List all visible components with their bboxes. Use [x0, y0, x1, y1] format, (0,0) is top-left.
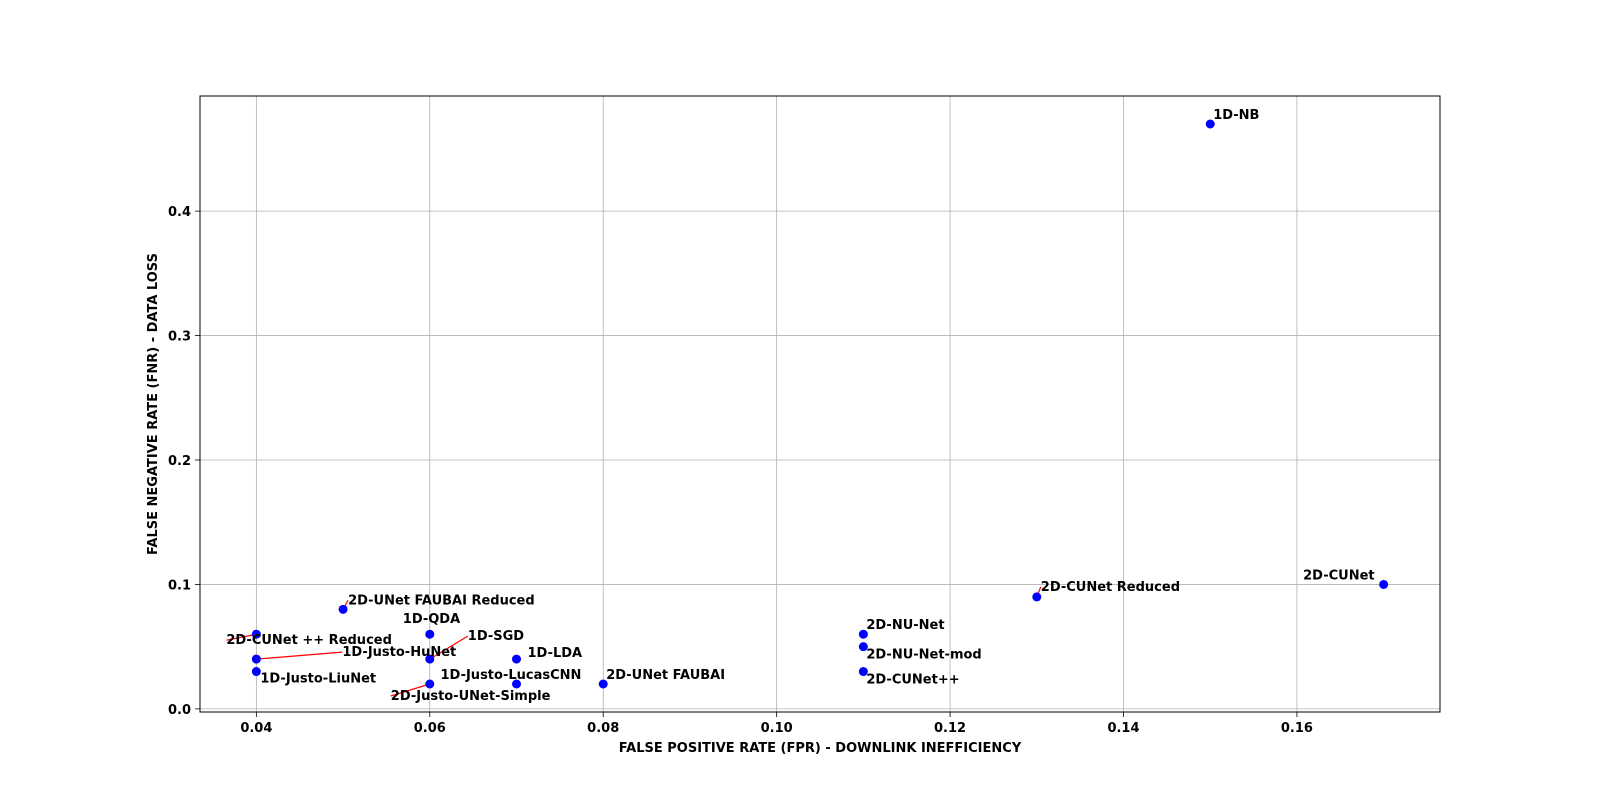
point-label: 2D-UNet FAUBAI	[606, 668, 725, 683]
data-point	[251, 629, 261, 639]
data-point	[425, 629, 435, 639]
data-point	[858, 642, 868, 652]
x-tick-label: 0.12	[934, 721, 966, 736]
y-tick-label: 0.0	[168, 703, 191, 718]
data-point	[425, 654, 435, 664]
y-tick-label: 0.1	[168, 578, 191, 593]
x-tick-label: 0.06	[414, 721, 446, 736]
x-tick-label: 0.04	[240, 721, 272, 736]
point-label: 1D-Justo-LucasCNN	[441, 668, 582, 683]
point-label: 2D-CUNet Reduced	[1041, 580, 1180, 595]
y-axis-label: FALSE NEGATIVE RATE (FNR) - DATA LOSS	[146, 253, 161, 555]
point-label: 1D-NB	[1213, 108, 1259, 123]
plot-frame	[199, 95, 1441, 713]
point-label: 1D-LDA	[528, 646, 583, 661]
annotation-leader-line	[429, 635, 469, 660]
y-tick-label: 0.3	[168, 330, 191, 345]
point-label: 2D-CUNet++	[866, 673, 959, 688]
annotation-leader-line	[226, 633, 257, 641]
data-point	[512, 679, 522, 689]
data-points	[251, 119, 1389, 689]
data-point	[1379, 579, 1389, 589]
x-tick-label: 0.08	[587, 721, 619, 736]
annotation-leader-line	[256, 651, 343, 660]
point-label: 2D-Justo-UNet-Simple	[391, 689, 551, 704]
data-point	[1205, 119, 1215, 129]
annotation-leaders	[226, 586, 1042, 697]
point-label: 2D-NU-Net-mod	[866, 648, 981, 663]
point-label: 1D-Justo-LiuNet	[260, 672, 376, 687]
x-axis-ticks: 0.04 0.06 0.08 0.10 0.12 0.14 0.16	[240, 712, 1313, 736]
y-tick-label: 0.4	[168, 205, 191, 220]
point-label: 1D-QDA	[403, 612, 460, 627]
y-axis-ticks: 0.0 0.1 0.2 0.3 0.4	[168, 205, 200, 718]
data-point	[251, 654, 261, 664]
x-tick-label: 0.10	[761, 721, 793, 736]
data-point	[598, 679, 608, 689]
annotation-leader-line	[390, 683, 430, 697]
point-label: 1D-Justo-HuNet	[342, 645, 456, 660]
x-axis-label: FALSE POSITIVE RATE (FPR) - DOWNLINK INE…	[619, 741, 1022, 756]
point-label: 1D-SGD	[468, 629, 525, 644]
grid-lines	[200, 96, 1440, 712]
data-point	[512, 654, 522, 664]
x-tick-label: 0.14	[1107, 721, 1139, 736]
data-point	[251, 667, 261, 677]
x-tick-label: 0.16	[1281, 721, 1313, 736]
data-point	[858, 629, 868, 639]
point-label: 2D-CUNet ++ Reduced	[226, 633, 392, 648]
point-labels: 1D-NB 2D-CUNet 2D-CUNet Reduced 2D-NU-Net 2D…	[226, 108, 1374, 704]
point-label: 2D-NU-Net	[866, 618, 944, 633]
data-point	[858, 667, 868, 677]
data-point	[425, 679, 435, 689]
data-point	[1032, 592, 1042, 602]
point-label: 2D-UNet FAUBAI Reduced	[348, 593, 535, 608]
y-tick-label: 0.2	[168, 454, 191, 469]
point-label: 2D-CUNet	[1303, 568, 1374, 583]
data-point	[338, 604, 348, 614]
